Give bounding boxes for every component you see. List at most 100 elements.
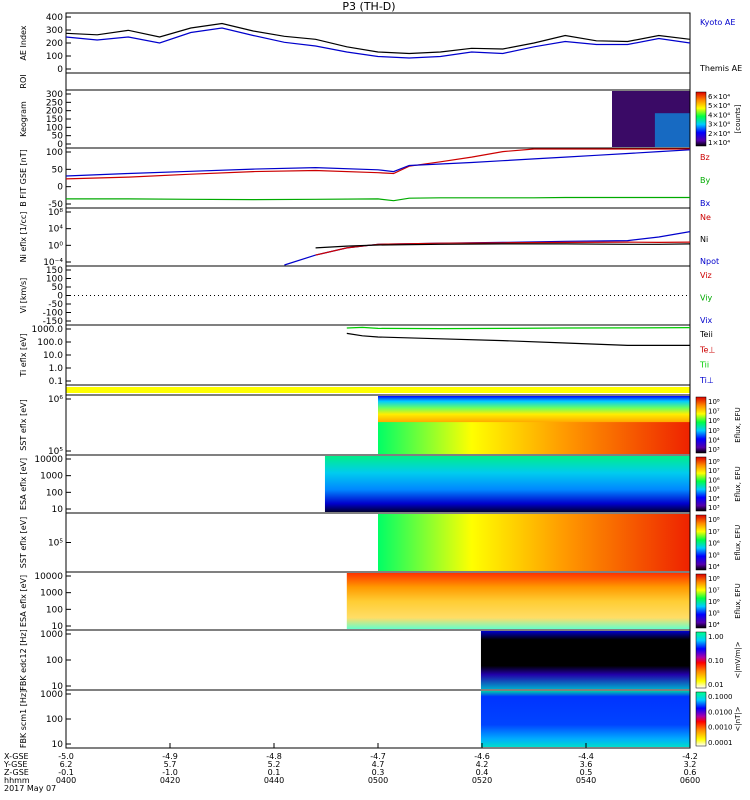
ytick-label-bfield: 100	[46, 148, 63, 158]
mode-bar	[66, 387, 690, 393]
ylabel-esa1: ESA eflx [eV]	[19, 458, 28, 510]
colorbar-esa1	[695, 456, 707, 512]
xtick-label-x: -4.9	[162, 752, 178, 761]
xtick-label-y: 5.2	[268, 760, 281, 769]
ytick-label-fbk1: 1000	[40, 630, 63, 640]
xaxis-row-label: 2017 May 07	[4, 784, 56, 793]
ytick-label-keogram: 100	[46, 123, 63, 133]
panel-bfield: 100 50 0 -50 B FIT GSE [nT] Bz By Bx	[19, 147, 710, 210]
colorbar-tick-sst1: 10⁶	[708, 417, 720, 425]
colorbar-tick-esa1: 10³	[708, 504, 720, 512]
legend-ti: Teii	[699, 330, 713, 339]
colorbar-tick-esa1: 10⁸	[708, 458, 720, 466]
ytick-label-ti: 1.0	[49, 364, 64, 374]
xtick-label-y: 4.2	[476, 760, 489, 769]
ytick-label-esa1: 100	[46, 488, 63, 498]
ytick-label-keogram: 200	[46, 107, 63, 117]
ytick-label-fbk2: 1000	[40, 690, 63, 700]
ytick-label-keogram: 150	[46, 115, 63, 125]
xtick-label-z: 0.1	[268, 768, 281, 777]
ytick-label-ti: 100.0	[37, 338, 63, 348]
ylabel-ni: Ni eflx [1/cc]	[19, 212, 28, 263]
series-bfield-by	[66, 196, 690, 202]
ytick-label-esa1: 10000	[34, 455, 63, 465]
xtick-label-y: 5.7	[164, 760, 177, 769]
ytick-label-vi: 100	[46, 275, 63, 285]
ylabel-fbk2: FBK scm1 [Hz]	[19, 690, 28, 748]
xaxis-row-label: hhmm	[4, 776, 30, 785]
ytick-label-ti: 1000.0	[32, 325, 64, 335]
xtick-label-t: 0500	[368, 776, 388, 785]
ylabel-ti: Ti eflx [eV]	[19, 333, 28, 377]
spectrogram-fbk1	[480, 631, 690, 689]
panel-frame-ti	[65, 324, 691, 386]
ytick-label-bfield: 0	[57, 183, 63, 193]
series-ni-ne	[315, 241, 691, 256]
colorbar-tick-fbk2: 0.0100	[708, 708, 733, 716]
ytick-label-ni: 10⁰	[48, 241, 63, 251]
legend-ni: Ni	[700, 235, 708, 244]
ylabel-bfield: B FIT GSE [nT]	[19, 149, 28, 207]
ytick-label-fbk1: 10	[52, 682, 64, 692]
colorbar-sst2	[695, 514, 707, 571]
ytick-label-vi: -100	[43, 309, 64, 319]
panel-ti: 1000.0 100.0 10.0 1.0 0.1 Ti eflx [eV] Teii Te⊥…	[19, 324, 715, 387]
ytick-label-esa2: 1000	[40, 589, 63, 599]
colorbar-sst1	[695, 396, 707, 454]
ytick-label-vi: -150	[43, 317, 64, 327]
legend-bfield: Bx	[700, 199, 710, 208]
xtick-label-z: 0.5	[580, 768, 593, 777]
panel-mode	[65, 384, 691, 396]
series-ae-kyoto-ae	[65, 27, 691, 59]
colorbar-tick-keogram: 6×10⁴	[708, 93, 730, 101]
xtick-label-z: -0.1	[58, 768, 74, 777]
ylabel-keogram: Keogram	[19, 101, 28, 137]
ylabel-vi: Vi [km/s]	[19, 278, 28, 314]
colorbar-label-esa2: Eflux, EFU	[734, 583, 742, 618]
series-bfield-bx	[65, 149, 691, 177]
colorbar-tick-fbk2: 0.0010	[708, 724, 733, 732]
series-ae-themis-ae	[65, 22, 691, 55]
legend-bfield: By	[700, 176, 710, 185]
xtick-label-z: -1.0	[162, 768, 178, 777]
ylabel-sst2: SST eflx [eV]	[19, 517, 28, 568]
ylabel-fbk1: FBK edc12 [Hz]	[19, 629, 28, 690]
legend-ti: Ti⊥	[699, 376, 714, 385]
ytick-label-ae: 200	[46, 39, 63, 49]
ytick-label-sst1: 10⁵	[48, 447, 63, 457]
colorbar-label-fbk2: <|nT|>	[734, 706, 742, 731]
panel-esa2: 10000 1000 100 10 ESA eflx [eV] 10⁸ 10⁷ 10⁶ 10⁵ 1…	[19, 571, 742, 632]
ytick-label-ae: 0	[57, 65, 63, 75]
xtick-label-x: -4.2	[682, 752, 698, 761]
xaxis-row-label: Y-GSE	[3, 760, 27, 769]
ylabel-sst1: SST eflx [eV]	[19, 399, 28, 450]
colorbar-tick-esa1: 10⁵	[708, 486, 720, 494]
panel-roi: ROI	[19, 72, 691, 91]
panel-fbk2: 1000 100 10 FBK scm1 [Hz] 0.1000 0.0100 0.0010…	[19, 689, 742, 750]
ytick-label-vi: 50	[52, 283, 64, 293]
ytick-label-ni: 10⁸	[48, 208, 63, 218]
xtick-label-x: -4.6	[474, 752, 490, 761]
ylabel-roi: ROI	[19, 74, 28, 88]
legend-vi: Vix	[700, 316, 713, 325]
xtick-label-y: 3.2	[684, 760, 697, 769]
colorbar-tick-fbk2: 0.1000	[708, 693, 733, 701]
panel-frame-keogram	[65, 89, 691, 149]
ytick-label-vi: 0	[57, 292, 63, 302]
ytick-label-ae: 100	[46, 52, 63, 62]
ylabel-ae: AE Index	[19, 25, 28, 60]
panel-sst2: 10⁵ SST eflx [eV] 10⁸ 10⁷ 10⁶ 10⁵ 10⁴ Eflux, EF…	[19, 512, 742, 573]
colorbar-tick-sst2: 10⁶	[708, 540, 720, 548]
colorbar-tick-sst1: 10⁴	[708, 436, 720, 444]
ytick-label-esa2: 100	[46, 605, 63, 615]
panel-ae: 400 300 200 100 0 AE Index Kyoto AE Themis AE	[19, 12, 742, 75]
colorbar-tick-keogram: 2×10⁴	[708, 130, 730, 138]
colorbar-tick-keogram: 1×10⁴	[708, 139, 730, 147]
ytick-label-fbk1: 100	[46, 656, 63, 666]
ytick-label-ae: 300	[46, 26, 63, 36]
colorbar-tick-sst2: 10⁵	[708, 551, 720, 559]
xtick-label-x: -4.8	[266, 752, 282, 761]
